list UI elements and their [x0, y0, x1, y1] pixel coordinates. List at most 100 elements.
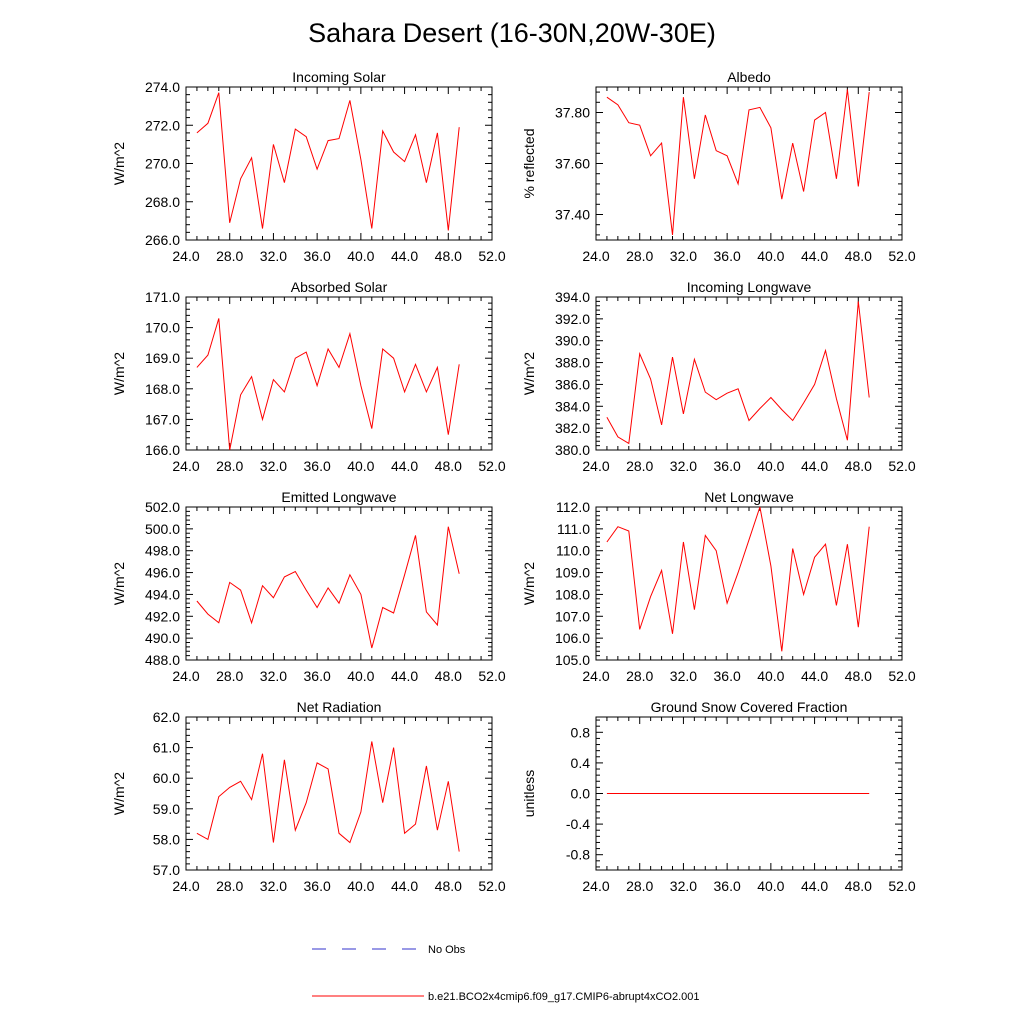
x-tick-label: 28.0	[626, 878, 653, 894]
x-tick-label: 36.0	[304, 878, 331, 894]
plot-frame	[185, 296, 493, 451]
y-axis-label: W/m^2	[521, 352, 537, 395]
panel-title: Incoming Solar	[292, 69, 386, 85]
y-tick-label: 170.0	[145, 320, 180, 336]
x-tick-label: 52.0	[478, 248, 505, 264]
x-tick-label: 44.0	[801, 458, 828, 474]
y-axis-label: % reflected	[521, 128, 537, 198]
x-tick-label: 40.0	[347, 458, 374, 474]
x-tick-label: 36.0	[714, 668, 741, 684]
x-tick-label: 24.0	[172, 248, 199, 264]
y-tick-label: 498.0	[145, 543, 180, 559]
x-tick-label: 44.0	[391, 878, 418, 894]
y-axis-label: unitless	[521, 770, 537, 817]
y-tick-label: 270.0	[145, 156, 180, 172]
series-line-1	[606, 301, 870, 445]
x-tick-label: 24.0	[582, 878, 609, 894]
panel-title: Absorbed Solar	[291, 279, 388, 295]
y-tick-label: 0.8	[571, 724, 591, 740]
panel-1: Incoming Solar W/m^2 24.0 28.0 32.0 36.0 40.0 4…	[111, 69, 506, 264]
y-tick-label: 37.40	[555, 207, 590, 223]
y-axis-label: W/m^2	[521, 562, 537, 605]
x-tick-label: 24.0	[582, 248, 609, 264]
y-tick-label: 107.0	[555, 608, 590, 624]
y-tick-label: 496.0	[145, 565, 180, 581]
x-tick-label: 24.0	[582, 668, 609, 684]
x-tick-label: 44.0	[391, 458, 418, 474]
y-tick-label: 171.0	[145, 289, 180, 305]
x-tick-label: 36.0	[714, 458, 741, 474]
series-line-1	[606, 506, 870, 652]
x-tick-label: 24.0	[582, 458, 609, 474]
panel-title: Incoming Longwave	[687, 279, 812, 295]
series-line-1	[606, 89, 870, 235]
plot-frame	[185, 716, 493, 871]
x-tick-label: 36.0	[714, 248, 741, 264]
x-tick-label: 48.0	[845, 878, 872, 894]
y-tick-label: -0.4	[566, 816, 590, 832]
x-tick-label: 40.0	[757, 668, 784, 684]
y-tick-label: 382.0	[555, 420, 590, 436]
x-tick-label: 40.0	[347, 668, 374, 684]
y-tick-label: 394.0	[555, 289, 590, 305]
y-tick-label: 110.0	[556, 543, 590, 559]
y-tick-label: 500.0	[145, 521, 180, 537]
panel-title: Net Longwave	[704, 489, 794, 505]
panel-7: Net Radiation W/m^2 24.0 28.0 32.0 36.0 40.0 44…	[111, 699, 506, 894]
legend-model-label: b.e21.BCO2x4cmip6.f09_g17.CMIP6-abrupt4x…	[428, 991, 700, 1003]
panel-6: Net Longwave W/m^2 24.0 28.0 32.0 36.0 40.0 44.…	[521, 489, 916, 684]
x-tick-label: 52.0	[478, 668, 505, 684]
x-tick-label: 32.0	[670, 878, 697, 894]
x-tick-label: 52.0	[478, 458, 505, 474]
y-tick-label: 0.0	[571, 786, 591, 802]
y-tick-label: 384.0	[555, 398, 590, 414]
x-tick-label: 36.0	[304, 458, 331, 474]
x-tick-label: 48.0	[845, 248, 872, 264]
y-tick-label: 169.0	[145, 350, 180, 366]
plot-frame	[185, 86, 493, 241]
y-tick-label: 105.0	[555, 652, 590, 668]
x-tick-label: 32.0	[670, 668, 697, 684]
y-tick-label: 502.0	[145, 499, 180, 515]
y-tick-label: 0.4	[571, 755, 591, 771]
y-tick-label: 390.0	[555, 333, 590, 349]
y-tick-label: 380.0	[555, 442, 590, 458]
x-tick-label: 40.0	[347, 878, 374, 894]
x-tick-label: 48.0	[435, 668, 462, 684]
series-line-1	[196, 92, 460, 231]
x-tick-label: 52.0	[888, 248, 915, 264]
y-tick-label: 112.0	[556, 499, 590, 515]
y-tick-label: 166.0	[145, 442, 180, 458]
panel-grid: Incoming Solar W/m^2 24.0 28.0 32.0 36.0 40.0 4…	[111, 69, 916, 894]
y-axis-label: W/m^2	[111, 352, 127, 395]
series-line-1	[196, 526, 460, 649]
panel-title: Emitted Longwave	[281, 489, 396, 505]
x-tick-label: 48.0	[435, 458, 462, 474]
y-tick-label: 167.0	[145, 411, 180, 427]
x-tick-label: 32.0	[260, 878, 287, 894]
y-tick-label: 494.0	[145, 586, 180, 602]
y-tick-label: 57.0	[153, 862, 180, 878]
x-tick-label: 32.0	[670, 458, 697, 474]
x-tick-label: 32.0	[670, 248, 697, 264]
panel-title: Ground Snow Covered Fraction	[651, 699, 848, 715]
x-tick-label: 32.0	[260, 248, 287, 264]
y-tick-label: 109.0	[555, 565, 590, 581]
legend-obs-label: No Obs	[428, 944, 466, 956]
y-tick-label: 58.0	[153, 831, 180, 847]
y-tick-label: 60.0	[153, 770, 180, 786]
y-tick-label: 266.0	[145, 232, 180, 248]
y-tick-label: -0.8	[566, 847, 590, 863]
y-tick-label: 168.0	[145, 381, 180, 397]
plot-frame	[595, 506, 903, 661]
y-tick-label: 106.0	[555, 630, 590, 646]
x-tick-label: 32.0	[260, 458, 287, 474]
x-tick-label: 44.0	[801, 248, 828, 264]
y-tick-label: 274.0	[145, 79, 180, 95]
y-tick-label: 62.0	[153, 709, 180, 725]
x-tick-label: 48.0	[435, 878, 462, 894]
legend: No Obs b.e21.BCO2x4cmip6.f09_g17.CMIP6-a…	[312, 944, 700, 1003]
y-tick-label: 37.60	[555, 156, 590, 172]
x-tick-label: 44.0	[801, 878, 828, 894]
